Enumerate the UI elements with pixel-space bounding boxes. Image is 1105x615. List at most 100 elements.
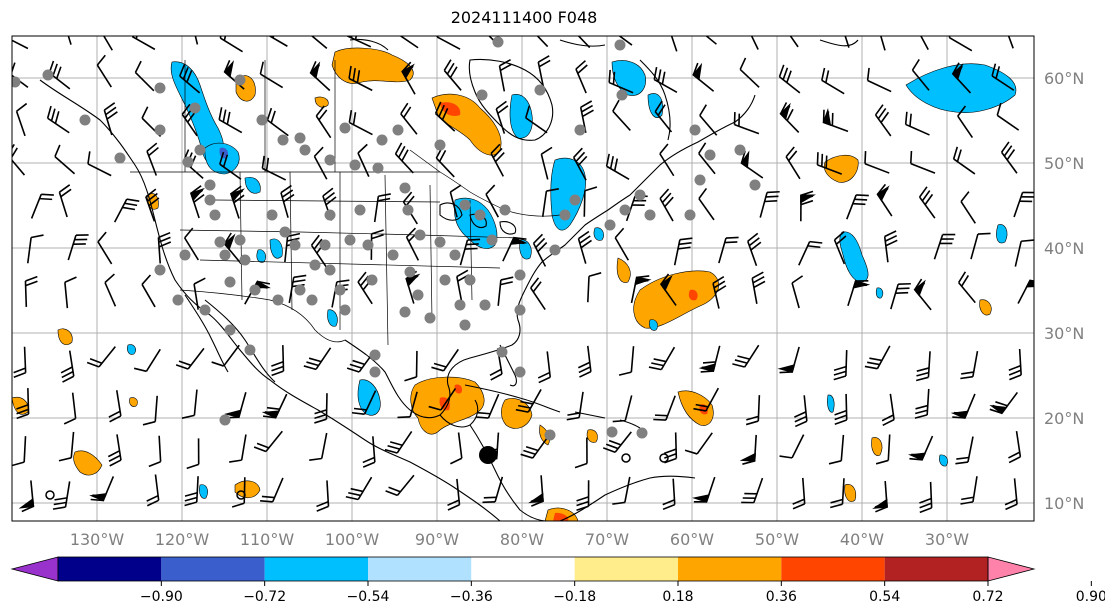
station-marker — [324, 264, 336, 276]
station-marker — [266, 209, 278, 221]
wind-barb-feather — [30, 234, 44, 239]
wind-barb-feather — [724, 241, 738, 244]
wind-barb-feather — [1006, 20, 1016, 28]
station-marker — [42, 69, 54, 81]
wind-barb-feather — [500, 281, 513, 286]
wind-barb-feather — [654, 100, 663, 113]
wind-barb-feather — [158, 236, 171, 243]
wind-barb-feather — [614, 227, 625, 239]
wind-barb-feather — [124, 202, 138, 207]
wind-barb-pennant — [89, 493, 108, 502]
wind-barb-feather — [46, 105, 52, 119]
wind-barb-feather — [314, 418, 327, 424]
wind-barb-feather — [745, 420, 759, 426]
wind-barb-staff — [223, 344, 240, 367]
wind-barb-feather — [869, 357, 883, 362]
wind-barb-feather — [283, 193, 295, 203]
station-marker — [154, 264, 166, 276]
wind-barb-feather — [63, 12, 73, 19]
wind-barb-feather — [348, 109, 353, 123]
wind-barb-feather — [884, 234, 898, 242]
station-marker — [402, 204, 414, 216]
wind-barb-pennant — [224, 409, 242, 419]
wind-barb-staff — [12, 159, 26, 176]
wind-barb-feather — [750, 241, 762, 251]
station-marker — [219, 249, 231, 261]
wind-barb-pennant — [779, 102, 791, 121]
wind-barb-feather — [578, 366, 591, 374]
wind-barb-feather — [184, 501, 197, 507]
station-marker — [434, 236, 446, 248]
wind-barb-feather — [316, 505, 329, 512]
station-marker — [239, 254, 251, 266]
station-marker — [194, 144, 206, 156]
colorbar-tick-labels: −0.90 −0.72 −0.54 −0.36 −0.18 0.18 0.36 0.54 0.7… — [140, 581, 1105, 605]
wind-barb-feather — [612, 419, 626, 423]
station-marker — [209, 209, 221, 221]
wind-barb-feather — [1000, 141, 1010, 153]
wind-barb-feather — [39, 197, 53, 201]
wind-barb-feather — [765, 195, 779, 198]
wind-barb-feather — [443, 59, 452, 71]
wind-barb-feather — [428, 405, 442, 411]
wind-barb-feather — [64, 276, 77, 283]
wind-barb-feather — [698, 142, 707, 154]
wind-barb-staff — [618, 36, 633, 46]
wind-barb-feather — [734, 359, 748, 364]
wind-barb-feather — [834, 419, 847, 425]
wind-barb-feather — [956, 149, 962, 162]
wind-barb-feather — [535, 237, 546, 249]
wind-barb-feather — [89, 358, 103, 364]
wind-barb-feather — [489, 368, 502, 376]
wind-barb-feather — [54, 497, 68, 501]
wind-barb-feather — [712, 275, 725, 284]
wind-barb-staff — [145, 348, 161, 372]
wind-barb-staff — [97, 241, 113, 265]
wind-barb-staff — [910, 162, 936, 174]
wind-barb-feather — [909, 150, 913, 164]
wind-barb-pennant — [951, 63, 964, 81]
wind-barb-feather — [122, 206, 136, 211]
wind-barb-feather — [271, 361, 284, 367]
colorbar-extend-max — [987, 556, 1036, 582]
station-marker — [114, 152, 126, 164]
wind-barb-feather — [651, 362, 664, 367]
wind-barb-feather — [919, 497, 932, 504]
wind-barb-feather — [357, 143, 368, 154]
wind-barb-feather — [577, 64, 588, 74]
wind-barb-staff — [26, 237, 32, 264]
wind-barb-feather — [184, 227, 194, 239]
wind-barb-feather — [148, 197, 160, 207]
wind-barb-feather — [316, 500, 329, 508]
wind-barb-pennant — [740, 150, 750, 169]
wind-barb-feather — [904, 111, 908, 125]
wind-barb-staff — [587, 276, 590, 303]
gridlines — [12, 36, 1034, 521]
wind-barb-feather — [485, 184, 496, 195]
station-marker — [459, 319, 471, 331]
wind-barb-feather — [322, 187, 334, 197]
wind-barb-feather — [538, 376, 551, 384]
wind-barb-feather — [479, 15, 485, 26]
wind-barb-feather — [146, 142, 158, 152]
wind-barb-feather — [218, 107, 223, 120]
wind-barb-feather — [825, 70, 830, 83]
wind-barb-feather — [158, 241, 172, 248]
wind-barb-feather — [87, 151, 91, 165]
wind-barb-feather — [653, 418, 666, 421]
station-marker — [414, 229, 426, 241]
wind-barb-feather — [352, 112, 357, 125]
wind-barb-pennant — [229, 188, 245, 203]
station-marker — [454, 299, 466, 311]
colorbar-tick-label: 0.90 — [1076, 589, 1105, 605]
wind-barb-feather — [495, 100, 507, 110]
wind-barb-feather — [12, 143, 15, 150]
station-marker — [199, 304, 211, 316]
wind-barb-feather — [436, 36, 439, 38]
wind-barb-feather — [1004, 16, 1014, 24]
wind-barb-feather — [537, 371, 551, 379]
wind-barb-feather — [792, 498, 805, 505]
wind-barb-staff — [409, 391, 418, 418]
wind-barb-feather — [179, 64, 186, 77]
wind-barb-feather — [662, 503, 676, 511]
